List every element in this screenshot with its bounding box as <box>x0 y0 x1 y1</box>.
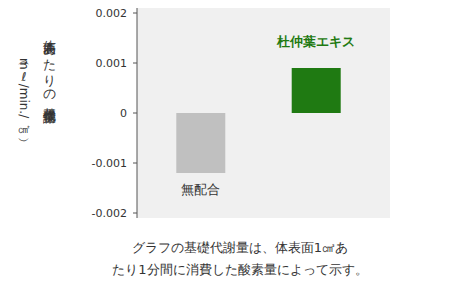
y-tick-label: -0.002 <box>92 207 127 220</box>
y-tick <box>133 163 137 164</box>
y-tick-label: 0.002 <box>96 7 128 20</box>
y-tick-label: 0 <box>120 107 127 120</box>
y-axis-label: 体表面あたりの基礎代謝量 <box>43 30 58 124</box>
category-label: 杜仲葉エキス <box>276 34 355 49</box>
y-tick <box>133 113 137 114</box>
caption: グラフの基礎代謝量は、体表面1㎠あ <box>132 240 348 255</box>
y-tick-label: -0.001 <box>92 157 127 170</box>
caption: たり1分間に消費した酸素量によって示す。 <box>112 262 367 277</box>
bar <box>176 113 225 173</box>
bar <box>292 68 341 113</box>
plot-background <box>137 8 390 218</box>
y-axis-unit: （mℓ/min./㎠） <box>17 58 31 142</box>
chart: 無配合 杜仲葉エキス -0.002 -0.001 0 0.001 0.002 体表面あたりの基… <box>0 0 464 285</box>
bars <box>176 68 340 173</box>
y-tick <box>133 213 137 214</box>
y-tick-label: 0.001 <box>96 57 128 70</box>
category-label: 無配合 <box>181 182 220 197</box>
y-tick <box>133 63 137 64</box>
y-tick <box>133 13 137 14</box>
